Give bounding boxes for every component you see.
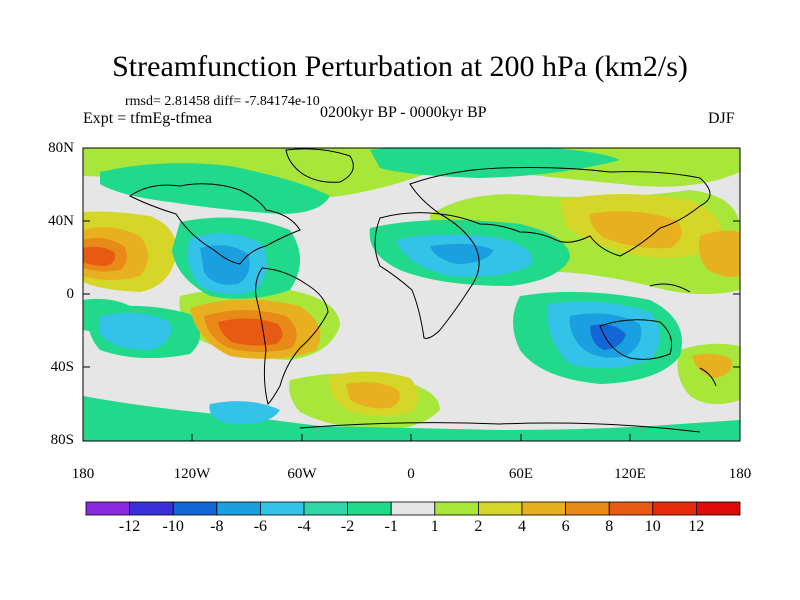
map-title: Streamfunction Perturbation at 200 hPa (… — [112, 50, 688, 83]
lat-label-80n: 80N — [48, 140, 74, 156]
colorbar-swatch — [521, 501, 566, 516]
colorbar-swatch — [85, 501, 130, 516]
lon-label-120w: 120W — [173, 466, 211, 482]
colorbar-label: -8 — [210, 518, 224, 535]
colorbar-swatch — [608, 501, 654, 516]
season-label: DJF — [708, 110, 735, 127]
colorbar-label: -4 — [297, 518, 311, 535]
lon-label-180e: 180 — [728, 466, 752, 482]
period-label: 0200kyr BP - 0000kyr BP — [320, 104, 487, 121]
colorbar-swatch — [696, 501, 741, 516]
colorbar-label: 2 — [474, 518, 483, 535]
lat-label-40s: 40S — [50, 359, 74, 375]
stats-text: rmsd= 2.81458 diff= -7.84174e-10 — [125, 94, 320, 109]
colorbar-label: 8 — [605, 518, 614, 535]
colorbar-swatch — [303, 501, 348, 516]
lat-label-0: 0 — [66, 286, 75, 302]
colorbar-swatch — [390, 501, 436, 516]
colorbar-label: 4 — [518, 518, 526, 535]
lon-label-180w: 180 — [71, 466, 95, 482]
colorbar-swatch — [259, 501, 305, 516]
colorbar-swatch — [477, 501, 523, 516]
colorbar-swatch — [347, 501, 392, 516]
lon-label-120e: 120E — [614, 466, 646, 482]
lon-label-0: 0 — [407, 466, 415, 482]
experiment-label: Expt = tfmEg-tfmea — [83, 110, 212, 127]
colorbar-swatch — [434, 501, 479, 516]
contour-field — [83, 148, 740, 441]
lon-label-60e: 60E — [508, 466, 534, 482]
colorbar-swatch — [565, 501, 610, 516]
colorbar-label: -10 — [162, 518, 184, 535]
colorbar-label: 6 — [561, 518, 570, 535]
colorbar-swatch — [652, 501, 697, 516]
colorbar-label: 12 — [688, 518, 705, 535]
lon-label-60w: 60W — [287, 466, 317, 482]
colorbar-label: 10 — [644, 518, 661, 535]
colorbar-label: -12 — [118, 518, 141, 535]
colorbar-swatch — [216, 501, 261, 516]
colorbar-label: -1 — [384, 518, 398, 535]
colorbar-label: -2 — [340, 518, 355, 535]
colorbar-swatch — [172, 501, 218, 516]
colorbar — [85, 501, 741, 516]
colorbar-label: -6 — [253, 518, 268, 535]
axis-ticks — [82, 147, 741, 442]
coastlines — [129, 148, 717, 433]
colorbar-label: 1 — [430, 518, 439, 535]
colorbar-swatch — [129, 501, 174, 516]
lat-label-40n: 40N — [48, 213, 74, 229]
lat-label-80s: 80S — [50, 432, 74, 448]
